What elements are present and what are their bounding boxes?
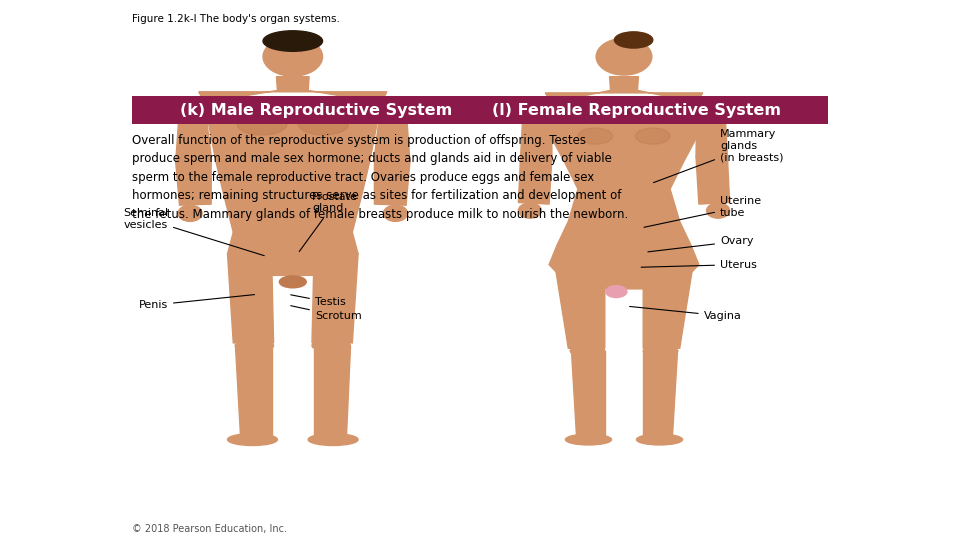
Text: Uterus: Uterus — [641, 260, 756, 269]
Polygon shape — [545, 91, 703, 103]
Polygon shape — [571, 351, 605, 435]
Text: Vagina: Vagina — [630, 307, 741, 321]
Text: Uterine
tube: Uterine tube — [644, 196, 761, 227]
Ellipse shape — [179, 205, 203, 221]
Polygon shape — [312, 254, 358, 343]
Polygon shape — [228, 232, 358, 275]
Text: Prostate
gland: Prostate gland — [300, 192, 358, 252]
Polygon shape — [549, 246, 699, 289]
Ellipse shape — [643, 346, 678, 356]
Polygon shape — [520, 103, 552, 162]
Polygon shape — [374, 157, 410, 205]
Ellipse shape — [518, 203, 541, 218]
Text: (k) Male Reproductive System: (k) Male Reproductive System — [180, 103, 452, 118]
Text: © 2018 Pearson Education, Inc.: © 2018 Pearson Education, Inc. — [132, 523, 286, 534]
Polygon shape — [235, 346, 272, 435]
Ellipse shape — [228, 434, 277, 445]
Text: Testis: Testis — [291, 295, 346, 307]
Ellipse shape — [614, 32, 653, 48]
Ellipse shape — [263, 37, 323, 76]
Polygon shape — [276, 77, 309, 91]
Ellipse shape — [572, 120, 618, 143]
Ellipse shape — [279, 276, 306, 288]
Ellipse shape — [596, 38, 652, 75]
Polygon shape — [696, 103, 728, 162]
Text: Overall function of the reproductive system is production of offspring. Testes
p: Overall function of the reproductive sys… — [132, 134, 628, 221]
Polygon shape — [643, 351, 677, 435]
Ellipse shape — [636, 434, 683, 445]
Ellipse shape — [235, 340, 274, 352]
Polygon shape — [610, 77, 638, 91]
Ellipse shape — [299, 113, 348, 135]
Polygon shape — [643, 265, 693, 348]
Text: Mammary
glands
(in breasts): Mammary glands (in breasts) — [654, 129, 783, 183]
Ellipse shape — [312, 340, 350, 352]
Ellipse shape — [578, 128, 612, 144]
Ellipse shape — [383, 205, 407, 221]
Text: Figure 1.2k-l The body's organ systems.: Figure 1.2k-l The body's organ systems. — [132, 14, 340, 24]
Polygon shape — [176, 157, 211, 205]
Polygon shape — [374, 103, 410, 162]
Ellipse shape — [570, 346, 605, 356]
Polygon shape — [696, 157, 730, 204]
Polygon shape — [555, 265, 605, 348]
Ellipse shape — [630, 120, 676, 143]
Ellipse shape — [606, 286, 627, 298]
Text: Penis: Penis — [139, 295, 254, 310]
Text: Ovary: Ovary — [648, 237, 754, 252]
FancyBboxPatch shape — [132, 96, 828, 124]
Ellipse shape — [263, 31, 323, 51]
Ellipse shape — [237, 113, 287, 135]
Polygon shape — [547, 103, 701, 246]
Ellipse shape — [308, 434, 358, 445]
Text: (l) Female Reproductive System: (l) Female Reproductive System — [492, 103, 781, 118]
Text: Scrotum: Scrotum — [291, 306, 362, 321]
Polygon shape — [228, 254, 274, 343]
Polygon shape — [176, 103, 211, 162]
Polygon shape — [518, 157, 552, 204]
Polygon shape — [199, 91, 387, 103]
Polygon shape — [204, 103, 381, 232]
Ellipse shape — [636, 128, 670, 144]
Ellipse shape — [565, 434, 612, 445]
Polygon shape — [314, 346, 350, 435]
Text: Seminal
vesicles: Seminal vesicles — [123, 208, 264, 255]
Ellipse shape — [707, 203, 730, 218]
